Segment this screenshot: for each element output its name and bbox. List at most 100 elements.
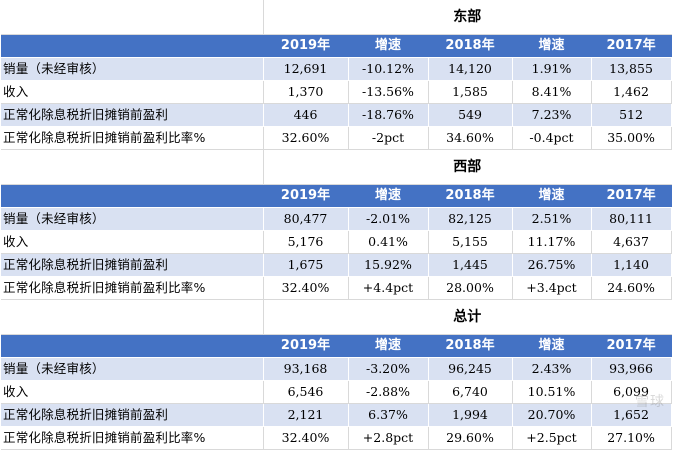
value-cell: 93,966 — [591, 357, 672, 381]
value-cell: 1,652 — [591, 403, 672, 427]
value-cell: 24.60% — [591, 276, 672, 300]
table-row: 正常化除息税折旧摊销前盈利比率% 32.60% -2pct 34.60% -0.4pct… — [1, 126, 672, 150]
value-cell: 32.60% — [263, 126, 349, 150]
value-cell: 12,691 — [263, 57, 349, 81]
value-cell: 1,585 — [428, 80, 513, 104]
value-cell: 4,637 — [591, 230, 672, 254]
column-header: 增速 — [512, 34, 592, 58]
value-cell: 11.17% — [512, 230, 592, 254]
row-label: 正常化除息税折旧摊销前盈利比率% — [1, 126, 264, 150]
value-cell: 15.92% — [348, 253, 429, 277]
value-cell: 1.91% — [512, 57, 592, 81]
value-cell: 512 — [591, 103, 672, 127]
column-header: 2019年 — [263, 184, 349, 208]
value-cell: -0.4pct — [512, 126, 592, 150]
empty-cell — [1, 149, 264, 185]
value-cell: 27.10% — [591, 426, 672, 450]
table-row: 销量（未经审核） 93,168 -3.20% 96,245 2.43% 93,966 — [1, 357, 672, 381]
column-header: 2018年 — [428, 184, 513, 208]
value-cell: 26.75% — [512, 253, 592, 277]
value-cell: -3.20% — [348, 357, 429, 381]
table-row: 收入 5,176 0.41% 5,155 11.17% 4,637 — [1, 230, 672, 254]
column-header-row: 2019年 增速 2018年 增速 2017年 — [1, 184, 672, 208]
value-cell: 2.51% — [512, 207, 592, 231]
column-header: 增速 — [348, 34, 429, 58]
column-header: 2019年 — [263, 334, 349, 358]
value-cell: 1,370 — [263, 80, 349, 104]
table-row: 正常化除息税折旧摊销前盈利 2,121 6.37% 1,994 20.70% 1,652 — [1, 403, 672, 427]
empty-cell — [1, 0, 264, 35]
value-cell: +4.4pct — [348, 276, 429, 300]
table-row: 正常化除息税折旧摊销前盈利比率% 32.40% +2.8pct 29.60% +2.5p… — [1, 426, 672, 450]
value-cell: 1,994 — [428, 403, 513, 427]
table-row: 收入 6,546 -2.88% 6,740 10.51% 6,099 — [1, 380, 672, 404]
value-cell: 7.23% — [512, 103, 592, 127]
column-header: 2017年 — [591, 34, 672, 58]
value-cell: 446 — [263, 103, 349, 127]
value-cell: 96,245 — [428, 357, 513, 381]
value-cell: -2.01% — [348, 207, 429, 231]
column-header: 增速 — [512, 184, 592, 208]
value-cell: 6,546 — [263, 380, 349, 404]
value-cell: -2pct — [348, 126, 429, 150]
value-cell: +3.4pct — [512, 276, 592, 300]
region-title: 总计 — [263, 299, 672, 335]
value-cell: 13,855 — [591, 57, 672, 81]
value-cell: 2.43% — [512, 357, 592, 381]
column-header: 增速 — [512, 334, 592, 358]
value-cell: 80,111 — [591, 207, 672, 231]
value-cell: 1,675 — [263, 253, 349, 277]
value-cell: 2,121 — [263, 403, 349, 427]
row-label: 正常化除息税折旧摊销前盈利比率% — [1, 426, 264, 450]
value-cell: 6,099 — [591, 380, 672, 404]
column-header: 2018年 — [428, 34, 513, 58]
empty-cell — [1, 299, 264, 335]
row-label: 销量（未经审核） — [1, 207, 264, 231]
row-label: 收入 — [1, 230, 264, 254]
value-cell: -10.12% — [348, 57, 429, 81]
region-title: 东部 — [263, 0, 672, 35]
section-title-row: 总计 — [1, 299, 672, 335]
value-cell: 29.60% — [428, 426, 513, 450]
table-row: 销量（未经审核） 80,477 -2.01% 82,125 2.51% 80,111 — [1, 207, 672, 231]
value-cell: 8.41% — [512, 80, 592, 104]
value-cell: 6,740 — [428, 380, 513, 404]
value-cell: 28.00% — [428, 276, 513, 300]
value-cell: 1,462 — [591, 80, 672, 104]
table-row: 销量（未经审核） 12,691 -10.12% 14,120 1.91% 13,855 — [1, 57, 672, 81]
column-header — [1, 334, 264, 358]
value-cell: 549 — [428, 103, 513, 127]
table-row: 正常化除息税折旧摊销前盈利比率% 32.40% +4.4pct 28.00% +3.4p… — [1, 276, 672, 300]
column-header: 增速 — [348, 334, 429, 358]
watermark: 雪球 — [635, 394, 665, 410]
column-header: 2019年 — [263, 34, 349, 58]
column-header: 增速 — [348, 184, 429, 208]
value-cell: 80,477 — [263, 207, 349, 231]
section-title-row: 东部 — [1, 0, 672, 35]
column-header: 2017年 — [591, 184, 672, 208]
row-label: 销量（未经审核） — [1, 57, 264, 81]
table-row: 正常化除息税折旧摊销前盈利 1,675 15.92% 1,445 26.75% 1,140 — [1, 253, 672, 277]
value-cell: 35.00% — [591, 126, 672, 150]
value-cell: 5,155 — [428, 230, 513, 254]
value-cell: 0.41% — [348, 230, 429, 254]
value-cell: 32.40% — [263, 276, 349, 300]
column-header — [1, 184, 264, 208]
value-cell: 1,445 — [428, 253, 513, 277]
table-row: 正常化除息税折旧摊销前盈利 446 -18.76% 549 7.23% 512 — [1, 103, 672, 127]
column-header: 2017年 — [591, 334, 672, 358]
row-label: 正常化除息税折旧摊销前盈利 — [1, 103, 264, 127]
value-cell: 20.70% — [512, 403, 592, 427]
section-title-row: 西部 — [1, 149, 672, 185]
row-label: 销量（未经审核） — [1, 357, 264, 381]
column-header-row: 2019年 增速 2018年 增速 2017年 — [1, 34, 672, 58]
table-row: 收入 1,370 -13.56% 1,585 8.41% 1,462 — [1, 80, 672, 104]
value-cell: 10.51% — [512, 380, 592, 404]
value-cell: -2.88% — [348, 380, 429, 404]
row-label: 正常化除息税折旧摊销前盈利 — [1, 253, 264, 277]
row-label: 正常化除息税折旧摊销前盈利 — [1, 403, 264, 427]
value-cell: 1,140 — [591, 253, 672, 277]
value-cell: 32.40% — [263, 426, 349, 450]
